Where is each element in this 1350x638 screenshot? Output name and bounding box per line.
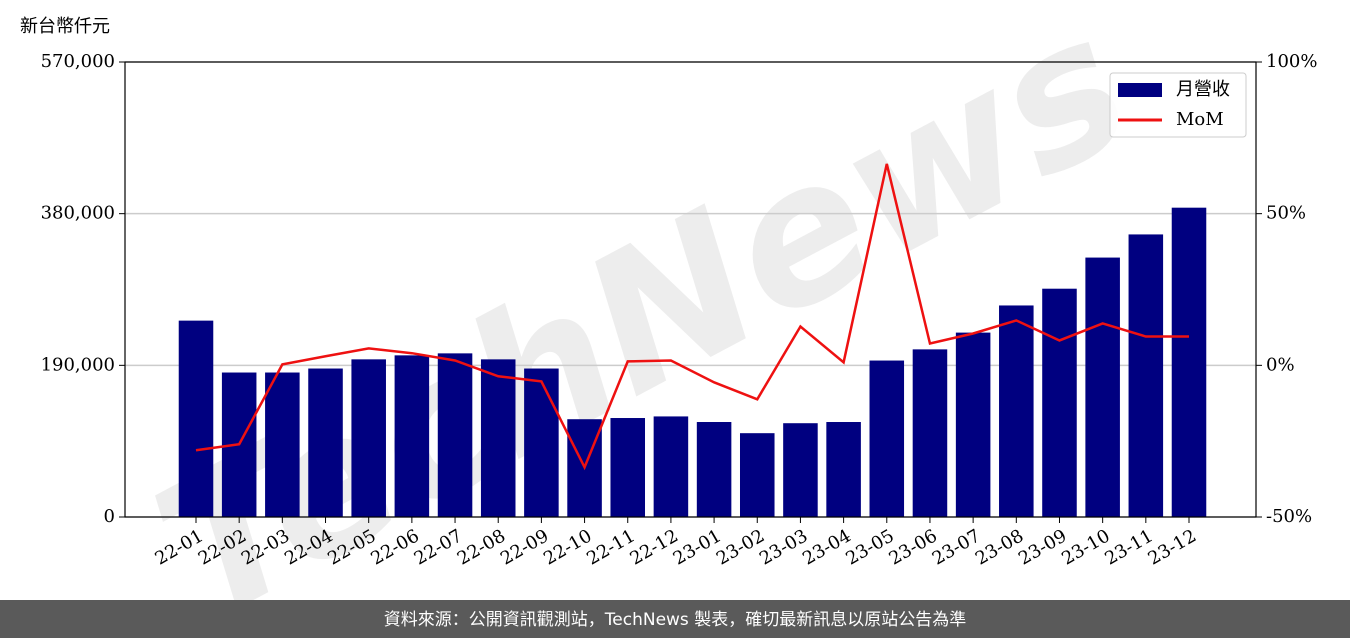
bar (394, 355, 430, 517)
x-tick-label: 22-10 (540, 525, 595, 569)
bar (653, 416, 689, 517)
x-tick-label: 23-10 (1058, 525, 1113, 569)
bar (178, 320, 214, 517)
x-tick-label: 23-01 (670, 525, 725, 569)
y2-tick-label: -50% (1266, 506, 1312, 527)
x-tick-label: 23-04 (799, 525, 854, 569)
x-tick-label: 23-09 (1015, 525, 1070, 569)
legend-label: 月營收 (1176, 79, 1230, 100)
bar (869, 360, 905, 517)
line (195, 163, 1189, 471)
y-tick-label: 570,000 (41, 51, 115, 72)
bar (696, 422, 732, 517)
x-tick-label: 23-07 (929, 525, 984, 569)
y2-tick-label: 0% (1266, 354, 1295, 375)
bar (783, 423, 818, 517)
bar (351, 359, 386, 517)
bar (739, 433, 775, 517)
footer-band (0, 600, 1350, 638)
bar (999, 305, 1034, 517)
bar (1042, 288, 1077, 517)
bar (1085, 257, 1120, 517)
y2-tick-label: 50% (1266, 203, 1306, 224)
x-tick-label: 23-05 (842, 525, 897, 569)
footer: 資料來源：公開資訊觀測站，TechNews 製表，確切最新訊息以原站公告為準 (384, 610, 966, 630)
bar (480, 359, 516, 517)
x-tick-label: 23-06 (886, 525, 941, 569)
bar (1171, 207, 1207, 518)
bar (826, 422, 861, 517)
legend-swatch (1118, 83, 1162, 97)
bar (955, 332, 991, 517)
bar (524, 368, 559, 517)
x-tick-label: 23-03 (756, 525, 811, 569)
x-tick-label: 22-11 (583, 525, 638, 569)
bar (1128, 234, 1164, 517)
bar (912, 349, 948, 517)
y2-tick-label: 100% (1266, 51, 1317, 72)
y-tick-label: 0 (104, 506, 115, 527)
x-tick-label: 23-02 (713, 525, 768, 569)
x-tick-label: 23-12 (1145, 525, 1200, 569)
bar (265, 372, 300, 517)
x-tick-label: 22-09 (497, 525, 552, 569)
legend-label: MoM (1176, 109, 1224, 130)
x-tick-label: 23-08 (972, 525, 1027, 569)
y-tick-label: 380,000 (41, 203, 115, 224)
bar (610, 418, 646, 517)
y-tick-label: 190,000 (41, 354, 115, 375)
plot-frame (124, 61, 1257, 518)
y-axis-label: 新台幣仟元 (20, 16, 110, 37)
bar (308, 368, 343, 517)
bar (437, 353, 473, 517)
x-tick-label: 22-12 (626, 525, 681, 569)
x-tick-label: 23-11 (1101, 525, 1156, 569)
